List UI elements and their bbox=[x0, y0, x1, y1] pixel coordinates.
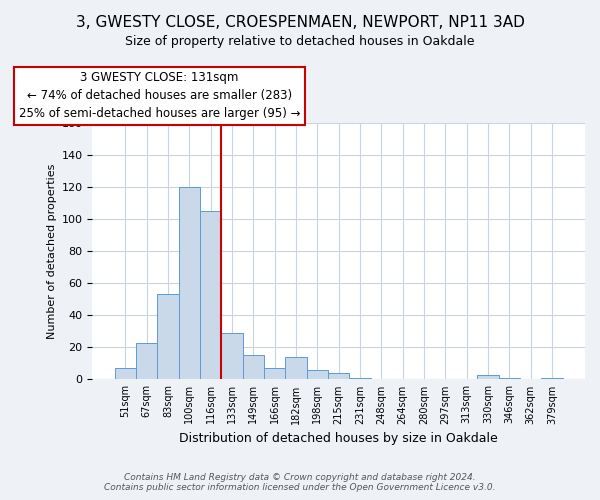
Bar bbox=[477, 374, 499, 380]
Bar bbox=[264, 368, 285, 380]
Bar bbox=[115, 368, 136, 380]
Text: Size of property relative to detached houses in Oakdale: Size of property relative to detached ho… bbox=[125, 35, 475, 48]
Bar bbox=[157, 294, 179, 380]
Text: 3 GWESTY CLOSE: 131sqm
← 74% of detached houses are smaller (283)
25% of semi-de: 3 GWESTY CLOSE: 131sqm ← 74% of detached… bbox=[19, 72, 300, 120]
Bar bbox=[136, 342, 157, 380]
X-axis label: Distribution of detached houses by size in Oakdale: Distribution of detached houses by size … bbox=[179, 432, 498, 445]
Text: 3, GWESTY CLOSE, CROESPENMAEN, NEWPORT, NP11 3AD: 3, GWESTY CLOSE, CROESPENMAEN, NEWPORT, … bbox=[76, 15, 524, 30]
Bar bbox=[285, 357, 307, 380]
Y-axis label: Number of detached properties: Number of detached properties bbox=[47, 164, 57, 339]
Bar bbox=[307, 370, 328, 380]
Bar bbox=[179, 187, 200, 380]
Bar bbox=[221, 333, 242, 380]
Bar bbox=[200, 211, 221, 380]
Bar bbox=[328, 373, 349, 380]
Bar bbox=[349, 378, 371, 380]
Text: Contains HM Land Registry data © Crown copyright and database right 2024.
Contai: Contains HM Land Registry data © Crown c… bbox=[104, 473, 496, 492]
Bar bbox=[242, 356, 264, 380]
Bar bbox=[499, 378, 520, 380]
Bar bbox=[541, 378, 563, 380]
